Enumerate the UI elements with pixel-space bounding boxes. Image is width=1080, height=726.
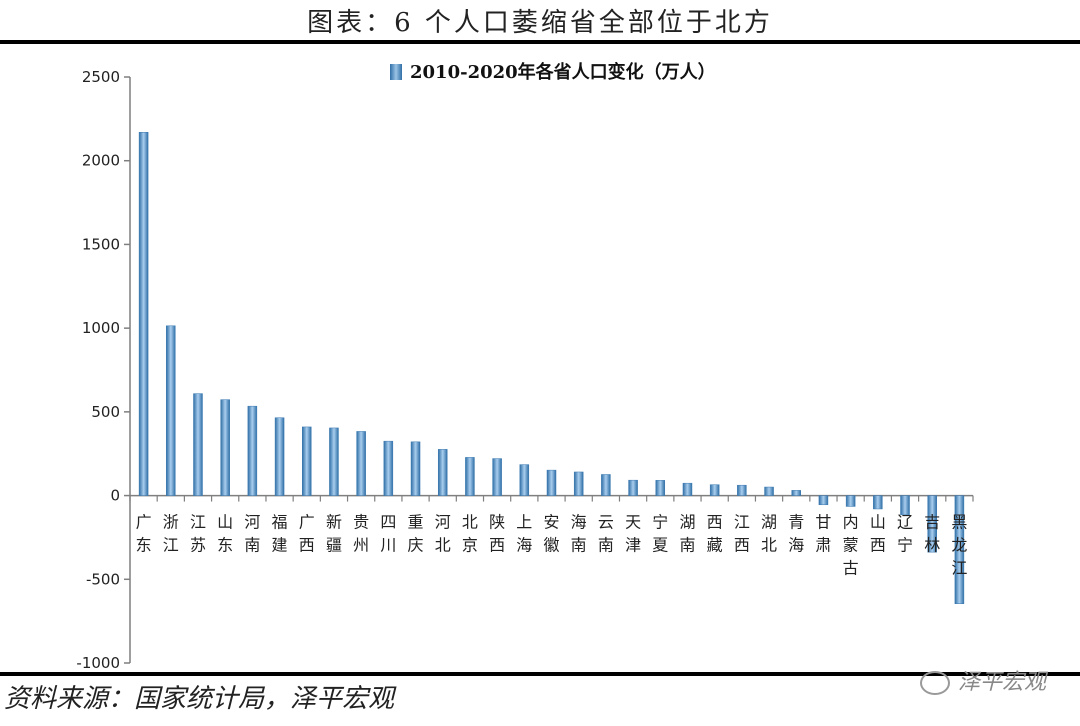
source-note: 资料来源：国家统计局，泽平宏观 bbox=[4, 684, 395, 714]
y-tick-label: 0 bbox=[110, 487, 120, 505]
bar bbox=[682, 482, 693, 496]
x-tick-label: 广西 bbox=[299, 513, 315, 555]
x-tick-label: 陕西 bbox=[489, 513, 505, 555]
x-tick-label: 山东 bbox=[217, 513, 233, 555]
x-tick-label: 云南 bbox=[598, 513, 614, 555]
x-tick-label: 上海 bbox=[516, 513, 532, 555]
y-tick-label: 2000 bbox=[82, 152, 120, 170]
x-tick-label: 吉林 bbox=[924, 513, 940, 555]
wechat-icon bbox=[919, 671, 950, 695]
x-tick-label: 青海 bbox=[788, 513, 804, 555]
bar bbox=[437, 449, 448, 496]
x-tick-label: 河南 bbox=[244, 513, 260, 555]
bar bbox=[791, 490, 801, 496]
page-title: 图表：6 个人口萎缩省全部位于北方 bbox=[307, 8, 773, 38]
bar bbox=[655, 480, 666, 496]
bar bbox=[465, 457, 475, 496]
bar bbox=[492, 458, 502, 496]
bottom-rule bbox=[0, 672, 1080, 676]
x-tick-label: 河北 bbox=[435, 513, 451, 555]
legend-label: 2010-2020年各省人口变化（万人） bbox=[410, 62, 716, 83]
y-tick-label: 1000 bbox=[82, 319, 120, 337]
bar bbox=[166, 325, 176, 496]
bar bbox=[410, 441, 421, 496]
x-tick-label: 辽宁 bbox=[897, 513, 913, 555]
x-tick-label: 安徽 bbox=[543, 513, 559, 555]
bar bbox=[220, 399, 230, 496]
y-tick-label: 2500 bbox=[82, 68, 120, 86]
x-tick-label: 天津 bbox=[625, 513, 641, 555]
x-tick-label: 新疆 bbox=[326, 513, 342, 555]
watermark: 泽平宏观 bbox=[919, 664, 1046, 696]
bar bbox=[900, 495, 910, 516]
y-tick-label: 1500 bbox=[82, 235, 120, 253]
chart-legend: 2010-2020年各省人口变化（万人） bbox=[390, 58, 716, 84]
top-rule bbox=[0, 40, 1080, 44]
y-tick-label: -500 bbox=[86, 570, 120, 588]
bar bbox=[546, 469, 557, 496]
x-tick-label: 海南 bbox=[571, 513, 587, 555]
bar bbox=[954, 495, 965, 604]
x-tick-label: 贵州 bbox=[353, 513, 369, 555]
x-tick-label: 四川 bbox=[380, 513, 396, 555]
bar bbox=[138, 132, 149, 496]
y-tick-label: 500 bbox=[91, 403, 120, 421]
x-tick-label: 山西 bbox=[870, 513, 886, 555]
bar bbox=[302, 426, 312, 496]
bar bbox=[193, 393, 203, 496]
legend-swatch bbox=[390, 64, 402, 80]
bar bbox=[601, 474, 611, 496]
bar bbox=[573, 471, 584, 496]
bar bbox=[628, 479, 638, 496]
bar bbox=[709, 484, 720, 496]
bar bbox=[274, 417, 285, 496]
x-tick-label: 浙江 bbox=[163, 513, 179, 555]
x-tick-label: 甘肃 bbox=[815, 513, 831, 555]
bar bbox=[519, 464, 530, 496]
bar bbox=[764, 486, 774, 496]
bar bbox=[247, 405, 258, 496]
bar bbox=[818, 495, 829, 506]
bar bbox=[845, 495, 856, 507]
bar bbox=[927, 495, 937, 553]
y-tick-label: -1000 bbox=[76, 654, 120, 672]
bar bbox=[873, 495, 883, 510]
bar bbox=[737, 484, 747, 496]
x-tick-label: 黑龙江 bbox=[951, 513, 967, 578]
x-tick-label: 湖北 bbox=[761, 513, 777, 555]
x-tick-label: 重庆 bbox=[408, 513, 424, 555]
bar bbox=[356, 431, 366, 496]
x-tick-label: 北京 bbox=[462, 513, 478, 555]
x-tick-label: 宁夏 bbox=[652, 513, 668, 555]
x-tick-label: 福建 bbox=[272, 513, 288, 555]
bar bbox=[329, 427, 339, 496]
x-tick-label: 江西 bbox=[734, 513, 750, 555]
x-tick-label: 江苏 bbox=[190, 513, 206, 555]
x-tick-label: 湖南 bbox=[679, 513, 695, 555]
bar bbox=[383, 440, 394, 496]
x-tick-label: 西藏 bbox=[707, 513, 723, 555]
x-tick-label: 广东 bbox=[136, 513, 152, 555]
x-tick-label: 内蒙古 bbox=[843, 513, 859, 578]
watermark-text: 泽平宏观 bbox=[957, 670, 1046, 695]
